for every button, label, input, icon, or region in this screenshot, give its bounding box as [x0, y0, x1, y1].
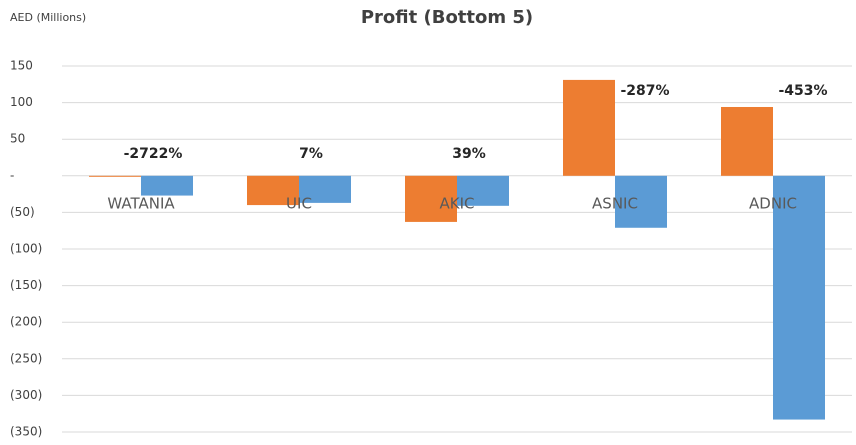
bar: [563, 79, 615, 176]
y-tick-label: (250): [10, 351, 42, 365]
bar: [457, 175, 509, 206]
bar: [141, 175, 193, 196]
x-tick-label: ADNIC: [749, 194, 797, 212]
y-tick-label: (50): [10, 205, 35, 219]
x-tick-label: AKIC: [440, 194, 475, 212]
y-tick-label: (100): [10, 242, 42, 256]
bar: [89, 175, 141, 177]
annotation: -453%: [778, 83, 827, 99]
y-tick-label: (150): [10, 278, 42, 292]
y-tick-label: (200): [10, 315, 42, 329]
y-tick-label: -: [10, 168, 14, 182]
y-tick-label: (350): [10, 425, 42, 439]
bar: [299, 175, 351, 203]
bar: [405, 175, 457, 222]
annotation: 39%: [452, 146, 486, 162]
y-tick-label: (300): [10, 388, 42, 402]
bar: [247, 175, 299, 206]
x-tick-label: ASNIC: [592, 194, 638, 212]
annotation: -2722%: [124, 146, 183, 162]
y-tick-label: 100: [10, 95, 33, 109]
x-tick-label: WATANIA: [107, 194, 175, 212]
annotation: -287%: [620, 83, 669, 99]
y-axis-label: AED (Millions): [10, 11, 86, 24]
x-tick-label: UIC: [286, 194, 312, 212]
y-tick-label: 150: [10, 59, 33, 73]
bar: [721, 106, 773, 176]
bar: [615, 175, 667, 228]
annotation: 7%: [299, 146, 323, 162]
chart-title: Profit (Bottom 5): [361, 7, 533, 28]
bar: [773, 175, 825, 420]
y-tick-label: 50: [10, 132, 25, 146]
